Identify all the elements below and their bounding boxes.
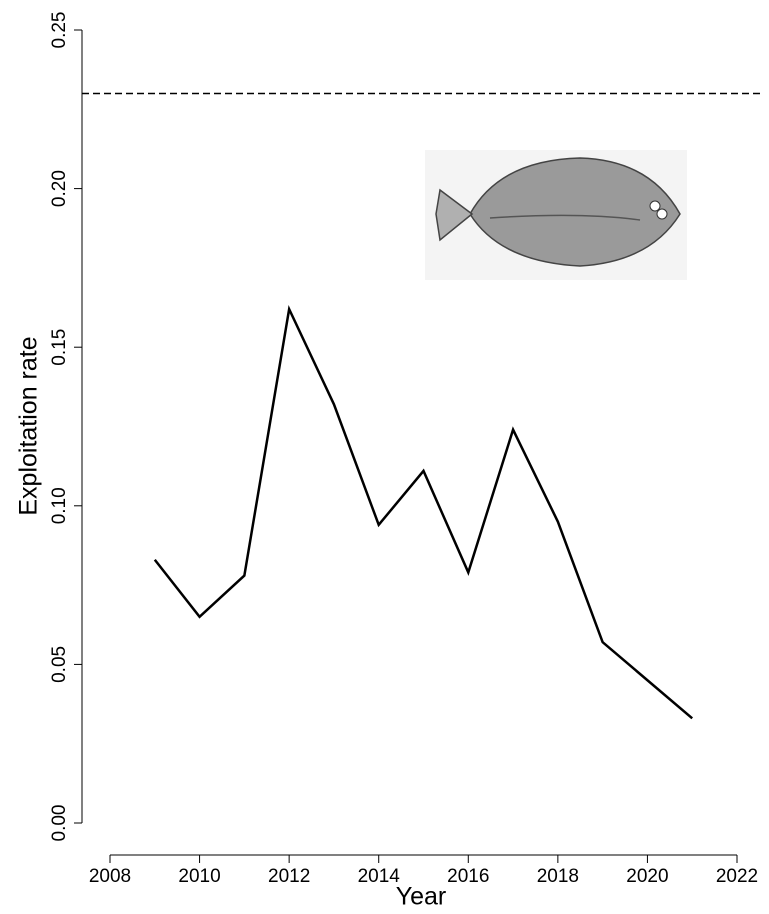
x-tick-label: 2018 — [537, 866, 579, 887]
data-line — [155, 309, 692, 718]
x-tick-label: 2016 — [447, 866, 489, 887]
page: {"chart_data": {"type": "line", "x_label… — [0, 0, 769, 914]
x-axis-title: Year — [396, 883, 447, 911]
fish-illustration — [425, 150, 687, 280]
x-tick-label: 2020 — [626, 866, 668, 887]
x-tick-label: 2014 — [358, 866, 401, 887]
x-tick-label: 2022 — [716, 866, 758, 887]
x-tick-label: 2008 — [89, 866, 131, 887]
x-tick-label: 2012 — [268, 866, 310, 887]
chart: Year Exploitation rate 0.00 0.05 0.10 0.15 0… — [0, 0, 769, 914]
y-tick-label: 0.20 — [49, 170, 70, 207]
y-axis-title: Exploitation rate — [15, 336, 43, 515]
y-tick-label: 0.25 — [49, 12, 70, 49]
y-tick-label: 0.15 — [49, 329, 70, 366]
y-tick-label: 0.05 — [49, 646, 70, 683]
y-tick-label: 0.10 — [49, 487, 70, 524]
x-tick-label: 2010 — [178, 866, 220, 887]
y-tick-label: 0.00 — [49, 805, 70, 842]
